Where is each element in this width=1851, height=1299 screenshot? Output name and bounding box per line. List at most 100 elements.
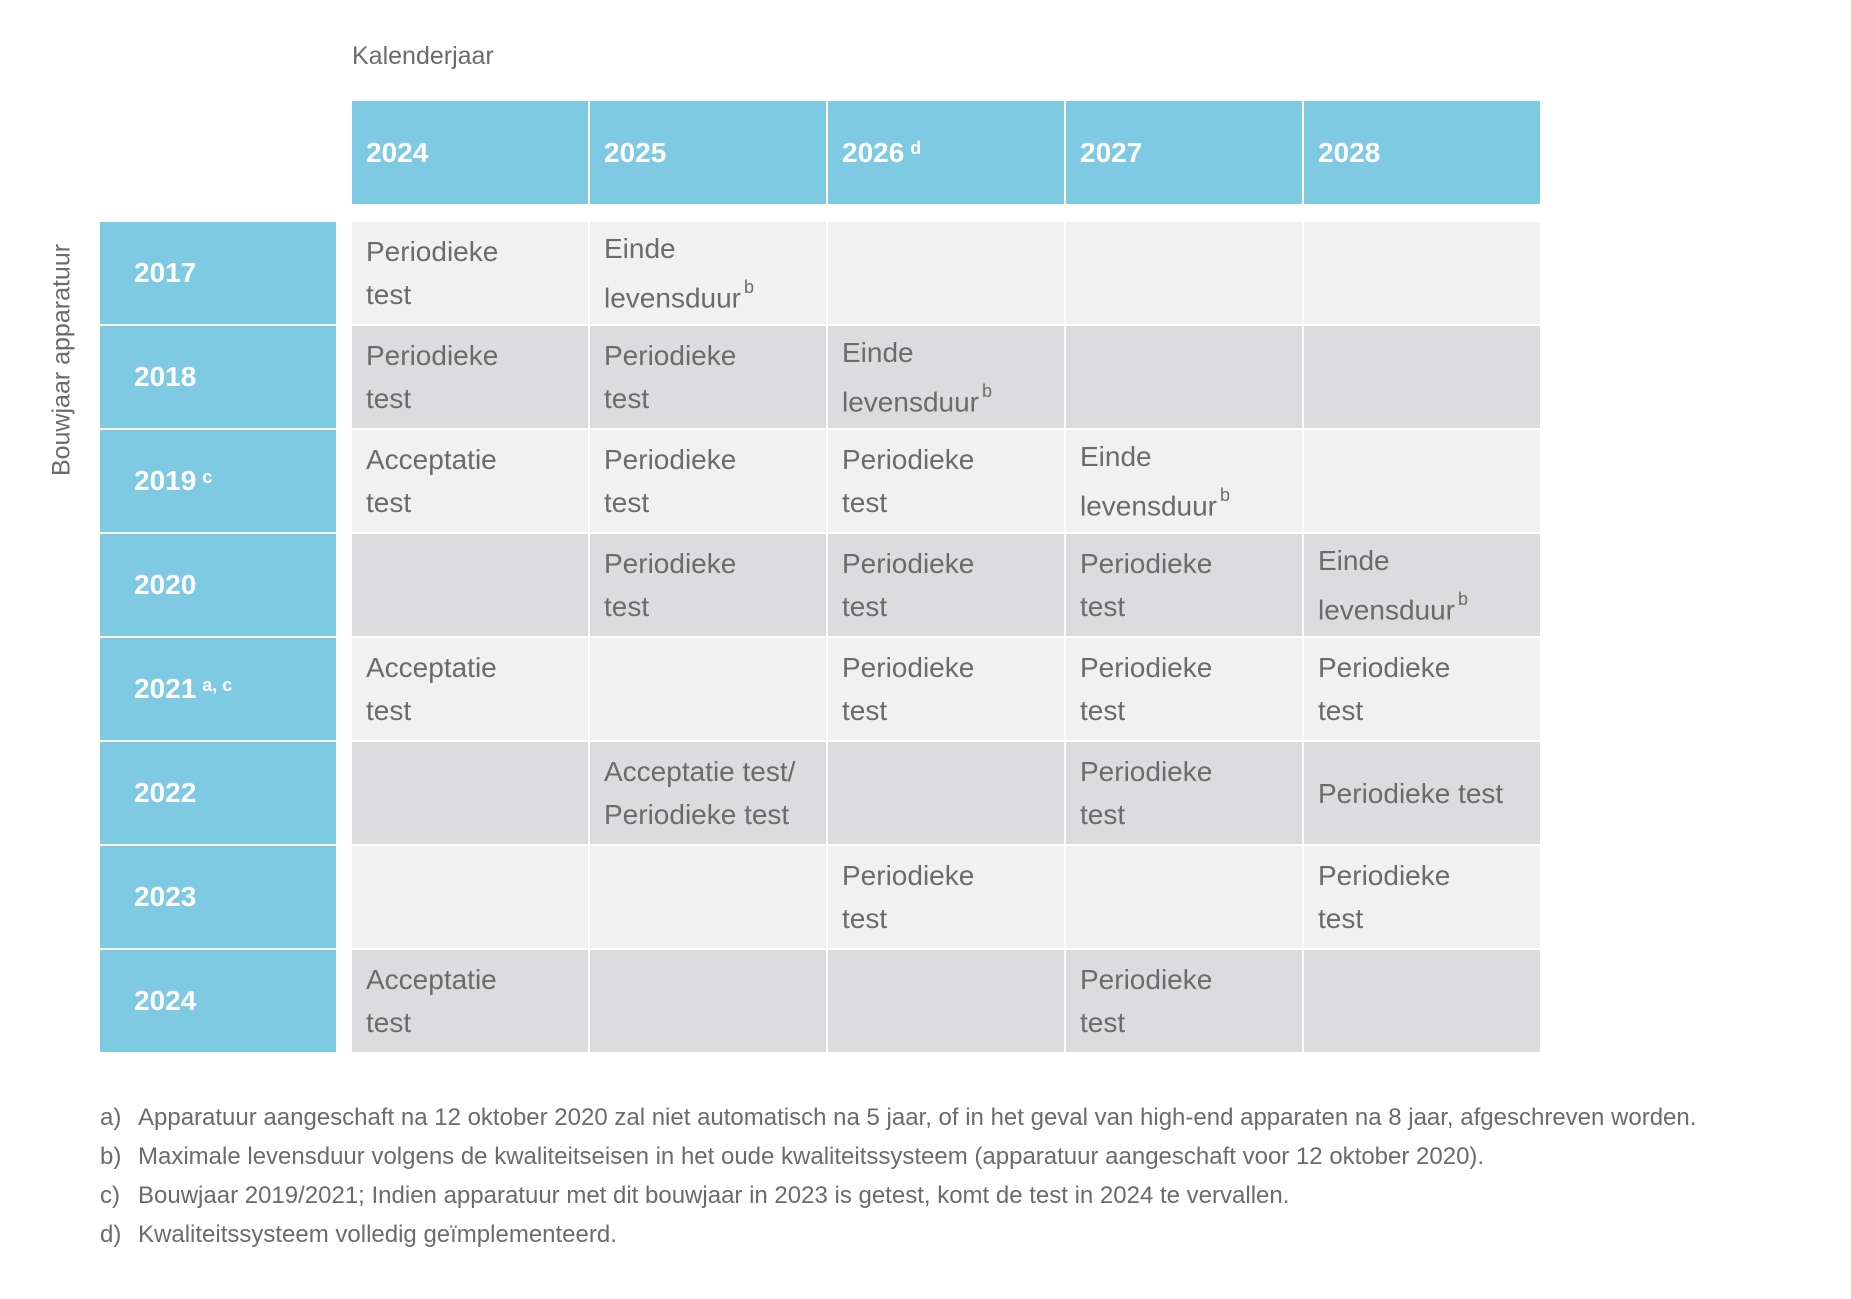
- table-cell: Periodieke test: [1066, 742, 1302, 844]
- table-row: Acceptatie test Periodieke test Periodieke te…: [352, 638, 1540, 740]
- cell-text: Periodieke test: [366, 334, 498, 420]
- cell-line-text: Periodieke: [1080, 964, 1213, 995]
- cell-line: test: [1318, 689, 1450, 732]
- table-row: Periodieke test Periodieke test Einde levensd…: [352, 326, 1540, 428]
- cell-text: Acceptatie test: [366, 646, 497, 732]
- table-cell: [1304, 430, 1540, 532]
- cell-line-text: Acceptatie: [366, 444, 497, 475]
- cell-line: test: [1080, 793, 1212, 836]
- cell-line: Periodieke: [1080, 542, 1212, 585]
- cell-line-text: test: [842, 695, 888, 726]
- table-cell: Acceptatie test: [352, 950, 588, 1052]
- cell-line-text: test: [604, 487, 650, 518]
- cell-line-text: Periodieke: [1080, 756, 1213, 787]
- cell-text: Periodieke test: [1080, 750, 1212, 836]
- row-header-label: 2020: [134, 569, 197, 600]
- column-header-label: 2024: [366, 136, 429, 168]
- table-row: Periodieke test Periodieke test Periodieke te…: [352, 534, 1540, 636]
- footnote: a) Apparatuur aangeschaft na 12 oktober 2…: [100, 1098, 1696, 1137]
- cell-line: Acceptatie test/: [604, 750, 795, 793]
- cell-line: Periodieke: [604, 542, 736, 585]
- cell-line-text: levensduur: [842, 386, 979, 418]
- cell-text: Periodieke test: [842, 854, 974, 940]
- cell-line-text: test: [842, 903, 888, 934]
- cell-line: test: [1080, 689, 1212, 732]
- row-header: 2022: [100, 742, 336, 844]
- table-cell: Periodieke test: [828, 846, 1064, 948]
- table-cell: [828, 742, 1064, 844]
- cell-text: Periodieke test: [604, 438, 736, 524]
- cell-line-text: test: [842, 487, 888, 518]
- table-cell: Periodieke test: [1066, 638, 1302, 740]
- cell-text: Einde levensduur b: [1318, 539, 1468, 631]
- cell-line-text: test: [366, 279, 412, 310]
- cell-line: Periodieke: [366, 230, 498, 273]
- cell-line-text: Periodieke: [842, 652, 975, 683]
- cell-line-text: Einde: [604, 232, 676, 264]
- footnote: b) Maximale levensduur volgens de kwalite…: [100, 1137, 1696, 1176]
- cell-line: test: [366, 377, 498, 420]
- cell-line-text: Periodieke: [604, 340, 737, 371]
- cell-line: Periodieke: [842, 854, 974, 897]
- table-row: Acceptatie test/Periodieke test Periodiek…: [352, 742, 1540, 844]
- footnote-label: d): [100, 1220, 122, 1248]
- cell-line: test: [604, 585, 736, 628]
- table-cell: [1304, 222, 1540, 324]
- cell-line: test: [1080, 585, 1212, 628]
- table-cell: Periodieke test: [1304, 638, 1540, 740]
- row-header: 2018: [100, 326, 336, 428]
- footnote-text: Bouwjaar 2019/2021; Indien apparatuur me…: [138, 1181, 1290, 1209]
- table-cell: Periodieke test: [828, 638, 1064, 740]
- cell-line-text: Acceptatie: [366, 652, 497, 683]
- table-cell: [1066, 222, 1302, 324]
- cell-text: Einde levensduur b: [842, 331, 992, 423]
- table-cell: [590, 638, 826, 740]
- cell-text: Periodieke test: [842, 646, 974, 732]
- cell-line-text: test: [366, 1007, 412, 1038]
- cell-text: Periodieke test: [366, 230, 498, 316]
- cell-text: Periodieke test: [1318, 854, 1450, 940]
- cell-line-text: Periodieke test: [1318, 777, 1504, 809]
- cell-line: Periodieke: [1080, 750, 1212, 793]
- table-cell: Periodieke test: [590, 430, 826, 532]
- cell-line-text: Periodieke: [1080, 652, 1213, 683]
- column-header: 2024: [352, 101, 588, 204]
- row-header: 2023: [100, 846, 336, 948]
- cell-line: test: [366, 273, 498, 316]
- row-header-label: 2021: [134, 673, 197, 704]
- cell-line: levensduur b: [1318, 582, 1468, 631]
- column-axis-title: Kalenderjaar: [352, 42, 494, 70]
- cell-line: test: [604, 481, 736, 524]
- table-cell: [1304, 326, 1540, 428]
- table-cell: Einde levensduur b: [590, 222, 826, 324]
- cell-text: Acceptatie test/Periodieke test: [604, 750, 795, 836]
- cell-line-text: test: [1318, 903, 1364, 934]
- footnote-marker: c: [202, 466, 213, 487]
- footnote-label: a): [100, 1103, 122, 1131]
- footnote-marker: b: [743, 276, 754, 297]
- cell-text: Periodieke test: [604, 334, 736, 420]
- cell-line-text: test: [366, 695, 412, 726]
- cell-line: test: [842, 689, 974, 732]
- table-cell: Periodieke test: [1304, 846, 1540, 948]
- cell-line: levensduur b: [1080, 478, 1230, 527]
- cell-text: Acceptatie test: [366, 438, 497, 524]
- table-cell: Periodieke test: [1066, 534, 1302, 636]
- footnote: d) Kwaliteitssysteem volledig geïmplement…: [100, 1215, 1696, 1254]
- cell-line-text: Periodieke: [842, 548, 975, 579]
- footnotes: a) Apparatuur aangeschaft na 12 oktober 2…: [100, 1098, 1696, 1254]
- cell-line: Periodieke: [366, 334, 498, 377]
- cell-line-text: Acceptatie: [366, 964, 497, 995]
- cell-text: Periodieke test: [842, 438, 974, 524]
- footnote-text: Kwaliteitssysteem volledig geïmplementee…: [138, 1220, 617, 1248]
- footnote-text: Maximale levensduur volgens de kwaliteit…: [138, 1142, 1485, 1170]
- footnote-label: b): [100, 1142, 122, 1170]
- footnote-label: c): [100, 1181, 120, 1209]
- footnote-text: Apparatuur aangeschaft na 12 oktober 202…: [138, 1103, 1697, 1131]
- table-cell: Periodieke test: [352, 326, 588, 428]
- cell-line: Periodieke: [1080, 646, 1212, 689]
- cell-line: Periodieke: [604, 334, 736, 377]
- cell-text: Einde levensduur b: [604, 227, 754, 319]
- cell-line: test: [1318, 897, 1450, 940]
- row-header: 2017: [100, 222, 336, 324]
